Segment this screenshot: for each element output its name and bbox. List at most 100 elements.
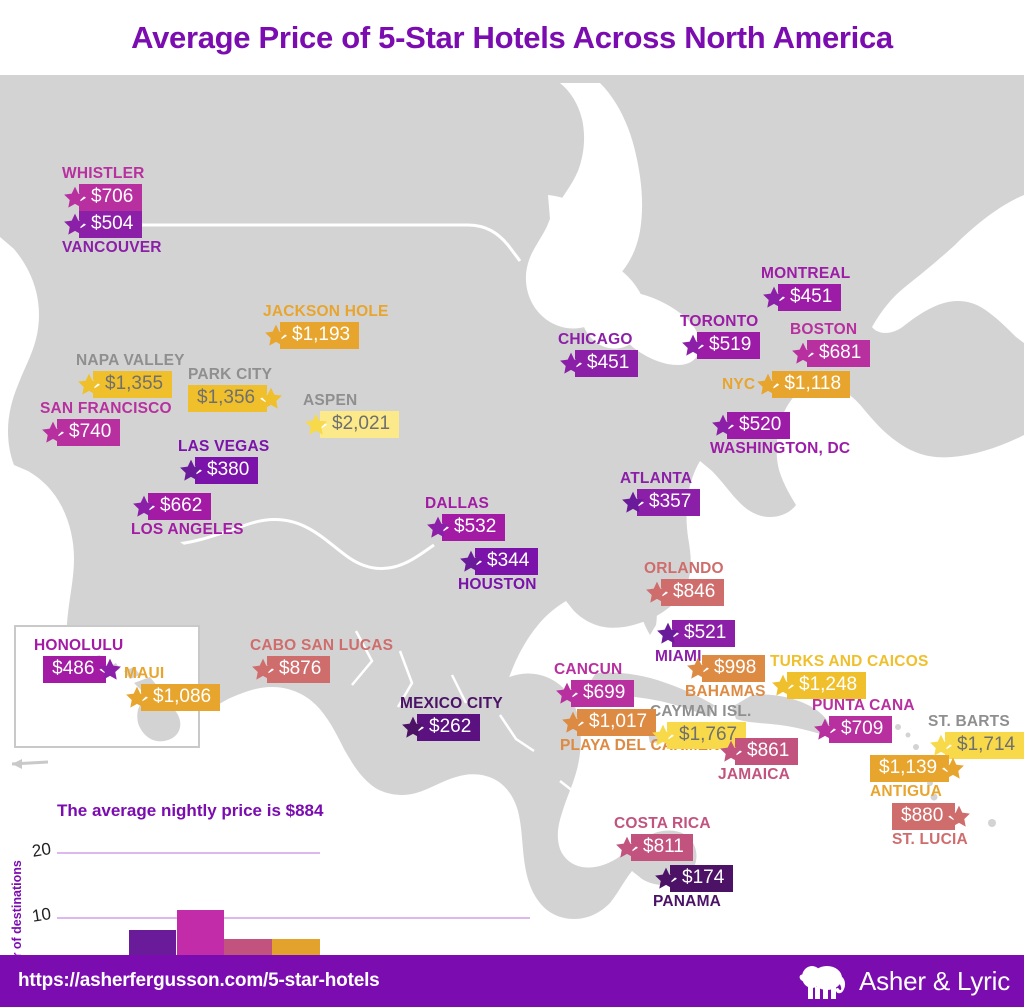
pin-row: $521 [655, 620, 736, 648]
map-pin-cabo-san-lucas[interactable]: CABO SAN LUCAS $876 [250, 637, 393, 684]
map-pin-antigua[interactable]: $1,139 ANTIGUA [870, 755, 966, 801]
pin-price-badge: $681 [807, 340, 871, 368]
map-pin-costa-rica[interactable]: COSTA RICA $811 [614, 815, 711, 862]
map-pin-st-barts[interactable]: ST. BARTS $1,714 [928, 713, 1024, 760]
pin-city-name: ORLANDO [644, 560, 724, 577]
star-icon [710, 413, 736, 439]
map-pin-vancouver[interactable]: $504 VANCOUVER [62, 211, 162, 257]
star-icon [653, 866, 679, 892]
map-pin-nyc[interactable]: NYC $1,118 [722, 371, 851, 399]
star-icon [76, 372, 102, 398]
pin-row: $380 [178, 457, 269, 485]
pin-city-name: VANCOUVER [62, 239, 162, 257]
pin-city-name: TURKS AND CAICOS [770, 653, 929, 670]
map-pin-chicago[interactable]: CHICAGO $451 [558, 331, 639, 378]
pin-row: $1,248 [770, 672, 929, 700]
map-pin-las-vegas[interactable]: LAS VEGAS $380 [178, 438, 270, 485]
map-pin-orlando[interactable]: ORLANDO $846 [644, 560, 725, 607]
map-pin-washington-dc[interactable]: $520 WASHINGTON, DC [710, 412, 850, 458]
chart-bar [272, 939, 320, 955]
star-icon [620, 490, 646, 516]
map-pin-whistler[interactable]: WHISTLER $706 [62, 165, 145, 212]
map-pin-toronto[interactable]: TORONTO $519 [680, 313, 761, 360]
star-icon [761, 285, 787, 311]
pin-row: $681 [790, 340, 871, 368]
pin-city-name: NAPA VALLEY [76, 352, 185, 369]
pin-row: $1,086 [124, 684, 221, 712]
pin-price-badge: $1,118 [772, 371, 851, 399]
brand-name: Asher & Lyric [858, 965, 1010, 996]
pin-row: $451 [558, 350, 639, 378]
pin-city-name: ST. BARTS [928, 713, 1010, 730]
pin-price-badge: $1,248 [787, 672, 867, 700]
pin-price-badge: $880 [892, 803, 956, 831]
map-pin-cayman-isl[interactable]: CAYMAN ISL. $1,767 [650, 703, 752, 750]
map-pin-bahamas[interactable]: $998 BAHAMAS [685, 655, 766, 701]
chart-title: The average nightly price is $884 [57, 801, 324, 820]
pin-price-badge: $1,139 [870, 755, 950, 783]
map-pin-park-city[interactable]: PARK CITY $1,356 [188, 366, 284, 413]
pin-row: $1,118 [755, 371, 851, 399]
map-pin-atlanta[interactable]: ATLANTA $357 [620, 470, 701, 517]
pin-city-name: ANTIGUA [870, 783, 943, 801]
pin-city-name: LOS ANGELES [131, 521, 244, 539]
map-pin-panama[interactable]: $174 PANAMA [653, 865, 734, 911]
pin-row: $880 [892, 803, 972, 831]
pin-row: $699 [554, 680, 635, 708]
pin-city-name: CAYMAN ISL. [650, 703, 752, 720]
map-pin-montreal[interactable]: MONTREAL $451 [761, 265, 851, 312]
map-pin-turks-and-caicos[interactable]: TURKS AND CAICOS $1,248 [770, 653, 929, 700]
pin-price-badge: $486 [43, 656, 107, 684]
pin-row: $532 [425, 514, 506, 542]
map-pin-playa-del-carmen[interactable]: $1,017 PLAYA DEL CARMEN [560, 709, 720, 755]
map-pin-napa-valley[interactable]: NAPA VALLEY $1,355 [76, 352, 185, 399]
hawaii-inset-box: HONOLULU $486 MAUI $1,086 [14, 625, 221, 748]
pin-row: $451 [761, 284, 850, 312]
map-pin-cancun[interactable]: CANCUN $699 [554, 661, 635, 708]
pin-price-badge: $174 [670, 865, 734, 893]
map-pin-san-francisco[interactable]: SAN FRANCISCO $740 [40, 400, 172, 447]
star-icon [303, 412, 329, 438]
elephant-icon [799, 966, 846, 999]
pin-price-badge: $861 [735, 738, 799, 766]
pin-city-name: BOSTON [790, 321, 858, 338]
chart-gridline [57, 852, 320, 855]
pin-price-badge: $520 [727, 412, 791, 440]
map-pin-punta-cana[interactable]: PUNTA CANA $709 [812, 697, 915, 744]
map-pin-jamaica[interactable]: $861 JAMAICA [718, 738, 799, 784]
pin-city-name: SAN FRANCISCO [40, 400, 172, 417]
pin-city-name: LAS VEGAS [178, 438, 270, 455]
map-pin-maui[interactable]: MAUI $1,086 [124, 665, 221, 712]
pin-price-badge: $876 [267, 656, 331, 684]
map-pin-houston[interactable]: $344 HOUSTON [458, 548, 539, 594]
star-icon [770, 673, 796, 699]
map-pin-st-lucia[interactable]: $880 ST. LUCIA [892, 803, 972, 849]
map-pin-miami[interactable]: $521 MIAMI [655, 620, 736, 666]
pin-price-badge: $2,021 [320, 411, 400, 439]
pin-row: $262 [400, 714, 503, 742]
map-pin-aspen[interactable]: ASPEN $2,021 [303, 392, 400, 439]
map-pin-boston[interactable]: BOSTON $681 [790, 321, 871, 368]
star-icon [124, 685, 150, 711]
header: Average Price of 5-Star Hotels Across No… [0, 0, 1024, 75]
pin-row: $709 [812, 716, 915, 744]
pin-city-name: NYC [722, 375, 756, 393]
star-icon [685, 656, 711, 682]
map-pin-los-angeles[interactable]: $662 LOS ANGELES [131, 493, 244, 539]
pin-price-badge: $1,356 [188, 385, 268, 413]
pin-price-badge: $357 [637, 489, 701, 517]
map-pin-jackson-hole[interactable]: JACKSON HOLE $1,193 [263, 303, 389, 350]
pin-price-badge: $504 [79, 211, 143, 239]
pin-row: $519 [680, 332, 761, 360]
pin-price-badge: $1,355 [93, 371, 173, 399]
pin-price-badge: $998 [702, 655, 766, 683]
pin-row: $811 [614, 834, 711, 862]
map-pin-honolulu[interactable]: HONOLULU $486 [34, 637, 123, 684]
pin-price-badge: $380 [195, 457, 259, 485]
map-pin-dallas[interactable]: DALLAS $532 [425, 495, 506, 542]
footer-url[interactable]: https://asherfergusson.com/5-star-hotels [18, 970, 380, 991]
pin-city-name: MONTREAL [761, 265, 851, 282]
star-icon [614, 835, 640, 861]
map-pin-mexico-city[interactable]: MEXICO CITY $262 [400, 695, 503, 742]
star-icon [755, 372, 781, 398]
